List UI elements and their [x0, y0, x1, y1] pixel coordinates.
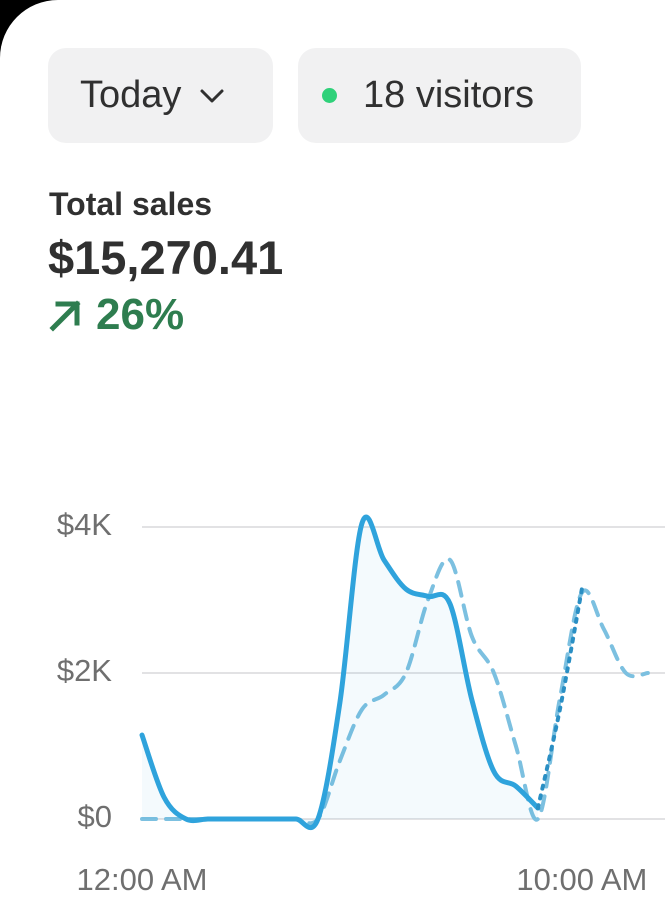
- chevron-icon: [200, 89, 224, 102]
- metric-change: 26%: [48, 290, 184, 340]
- x-tick-label: 12:00 AM: [77, 862, 208, 897]
- live-dot: [322, 88, 337, 103]
- x-tick-label: 10:00 AM: [516, 862, 647, 897]
- period-button[interactable]: Today: [48, 48, 273, 143]
- period-label: Today: [80, 74, 182, 116]
- metric-label: Total sales: [49, 186, 213, 222]
- up-arrow-icon: [49, 300, 81, 332]
- series-line: [535, 587, 584, 811]
- chart: $0 $2K $4K 12:00 AM 10:00 AM: [57, 507, 665, 897]
- series-line: [139, 514, 541, 831]
- metric-value: $15,270.41: [48, 231, 284, 284]
- y-tick-label: $4K: [57, 507, 112, 542]
- visitors-label: 18 visitors: [363, 74, 535, 116]
- y-tick-label: $0: [78, 799, 112, 834]
- y-tick-label: $2K: [57, 653, 112, 688]
- visitors-button[interactable]: 18 visitors: [298, 48, 581, 143]
- change-value: 26%: [96, 290, 185, 339]
